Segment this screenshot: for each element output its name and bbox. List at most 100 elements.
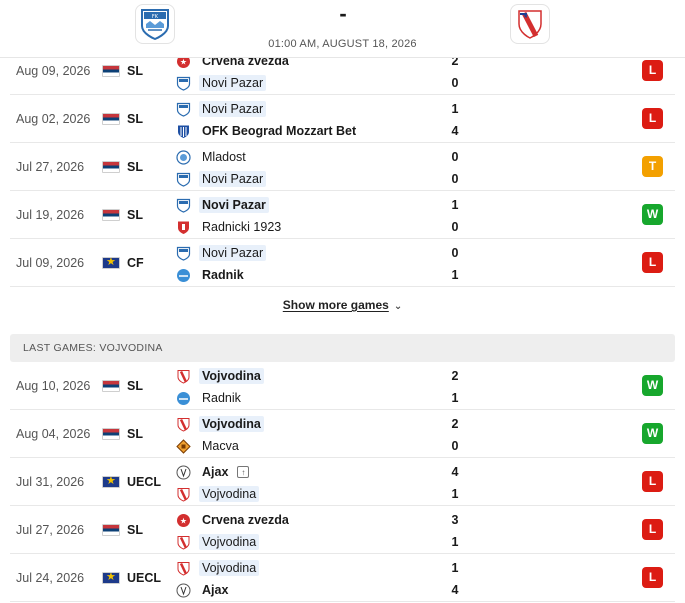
game-row[interactable]: Aug 02, 2026 SL Novi Pazar OFK Beograd M…	[10, 95, 675, 143]
score-second: 0	[451, 172, 459, 186]
score-first: 0	[451, 150, 459, 164]
match-header: FK - ★ 01:00 AM, AUGUST 18, 2026	[0, 0, 685, 58]
vojvodina-logo-icon	[176, 487, 191, 502]
team-name: Radnik	[202, 391, 241, 405]
team-line-first: Vojvodina	[176, 366, 264, 386]
ofk-beograd-logo-icon	[176, 124, 191, 139]
match-score: -	[339, 1, 347, 26]
radnik-logo-icon	[176, 391, 191, 406]
team-line-second: Novi Pazar	[176, 73, 267, 93]
match-datetime: 01:00 AM, AUGUST 18, 2026	[268, 38, 417, 50]
league-code: SL	[127, 208, 143, 222]
team-name: Radnik	[202, 268, 244, 282]
team-name: Novi Pazar	[199, 245, 267, 261]
crvena-zvezda-logo-icon: ★	[176, 513, 191, 528]
league-code: CF	[127, 256, 144, 270]
svg-text:★: ★	[180, 57, 187, 66]
novi-pazar-logo-icon	[176, 76, 191, 91]
game-date: Jul 19, 2026	[16, 208, 85, 222]
team-line-first: Vojvodina	[176, 414, 264, 434]
uefa-flag-icon	[102, 572, 120, 584]
section-header-away-last-games: LAST GAMES: VOJVODINA	[10, 334, 675, 362]
team-name: Radnicki 1923	[202, 220, 282, 234]
chevron-down-icon: ⌄	[393, 301, 403, 312]
novi-pazar-logo-icon	[176, 102, 191, 117]
header-divider	[0, 57, 685, 58]
game-row[interactable]: Jul 27, 2026 SL ★ Crvena zvezda Vojvodin…	[10, 506, 675, 554]
game-row[interactable]: Jul 09, 2026 CF Novi Pazar Radnik 0 1 L	[10, 239, 675, 287]
game-date: Aug 02, 2026	[16, 112, 91, 126]
result-badge: L	[642, 519, 663, 540]
team-name: Vojvodina	[199, 534, 260, 550]
team-name: Crvena zvezda	[202, 513, 289, 527]
team-name: OFK Beograd Mozzart Bet	[202, 124, 357, 138]
team-line-second: Radnik	[176, 265, 247, 285]
novi-pazar-logo-icon	[176, 198, 191, 213]
league-code: SL	[127, 427, 143, 441]
team-line-second: Radnik	[176, 388, 244, 408]
game-date: Jul 31, 2026	[16, 475, 85, 489]
result-badge: W	[642, 423, 663, 444]
show-more-games-button[interactable]: Show more games ⌄	[0, 298, 685, 312]
radnicki-logo-icon	[176, 220, 191, 235]
team-name: Novi Pazar	[199, 101, 267, 117]
macva-logo-icon	[176, 438, 191, 454]
mladost-logo-icon	[176, 149, 191, 165]
team-name: Vojvodina	[199, 560, 260, 576]
serbia-flag-icon	[102, 161, 120, 173]
home-team-logo[interactable]: FK	[135, 4, 175, 44]
team-name: Vojvodina	[199, 368, 264, 384]
score-first: 1	[451, 561, 459, 575]
game-row[interactable]: Aug 04, 2026 SL Vojvodina Macva 2 0 W	[10, 410, 675, 458]
team-name: Vojvodina	[199, 416, 264, 432]
team-name: Macva	[202, 439, 239, 453]
vojvodina-logo-icon	[176, 417, 191, 432]
vojvodina-logo-icon	[176, 535, 191, 550]
vojvodina-crest-icon: ★	[518, 10, 542, 39]
score-second: 0	[451, 220, 459, 234]
result-badge: L	[642, 471, 663, 492]
team-name: Novi Pazar	[199, 197, 269, 213]
show-more-label: Show more games	[282, 298, 389, 312]
score-second: 1	[451, 268, 459, 282]
game-row[interactable]: Jul 27, 2026 SL Mladost Novi Pazar 0 0 T	[10, 143, 675, 191]
score-second: 0	[451, 76, 459, 90]
score-second: 1	[451, 535, 459, 549]
team-line-first: Ajax ↑	[176, 462, 250, 482]
score-second: 4	[451, 583, 459, 597]
team-name: Mladost	[202, 150, 246, 164]
radnik-logo-icon	[176, 268, 191, 283]
league-code: SL	[127, 160, 143, 174]
team-name: Ajax	[202, 465, 229, 479]
game-row[interactable]: Jul 19, 2026 SL Novi Pazar Radnicki 1923…	[10, 191, 675, 239]
team-line-second: Macva	[176, 436, 242, 456]
game-row[interactable]: Jul 31, 2026 UECL Ajax ↑ Vojvodina 4 1 L	[10, 458, 675, 506]
result-badge: L	[642, 252, 663, 273]
score-second: 0	[451, 439, 459, 453]
score-first: 1	[451, 198, 459, 212]
game-row[interactable]: Jul 24, 2026 UECL Vojvodina Ajax 1 4 L	[10, 554, 675, 602]
novi-pazar-crest-icon: FK	[141, 9, 169, 40]
vojvodina-logo-icon	[176, 561, 191, 576]
team-name: Novi Pazar	[199, 171, 267, 187]
serbia-flag-icon	[102, 209, 120, 221]
team-line-second: Novi Pazar	[176, 169, 267, 189]
league-code: UECL	[127, 571, 162, 585]
away-team-logo[interactable]: ★	[510, 4, 550, 44]
score-first: 1	[451, 102, 459, 116]
score-first: 2	[451, 417, 459, 431]
game-row[interactable]: Aug 10, 2026 SL Vojvodina Radnik 2 1 W	[10, 362, 675, 410]
team-line-first: ★ Crvena zvezda	[176, 510, 292, 530]
result-badge: W	[642, 375, 663, 396]
result-badge: L	[642, 60, 663, 81]
team-line-second: Ajax	[176, 580, 231, 600]
serbia-flag-icon	[102, 428, 120, 440]
novi-pazar-logo-icon	[176, 246, 191, 261]
team-name: Ajax	[202, 583, 229, 597]
league-code: UECL	[127, 475, 162, 489]
score-first: 0	[451, 246, 459, 260]
game-date: Jul 27, 2026	[16, 160, 85, 174]
team-name: Novi Pazar	[199, 75, 267, 91]
team-line-first: Novi Pazar	[176, 195, 269, 215]
game-date: Jul 27, 2026	[16, 523, 85, 537]
